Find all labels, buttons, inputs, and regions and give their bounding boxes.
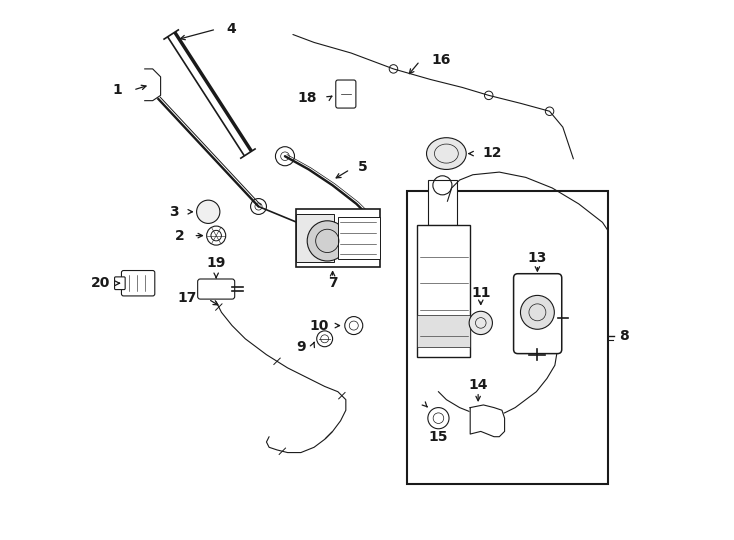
Text: 18: 18	[298, 91, 317, 105]
Bar	[417, 315, 470, 347]
Text: 13: 13	[528, 251, 547, 265]
Bar	[417, 225, 470, 357]
Text: 4: 4	[227, 22, 236, 36]
Text: 12: 12	[482, 145, 502, 159]
Bar	[338, 217, 380, 259]
Text: 19: 19	[206, 256, 226, 270]
Circle shape	[428, 408, 449, 429]
Circle shape	[197, 200, 220, 224]
Circle shape	[520, 295, 554, 329]
FancyBboxPatch shape	[514, 274, 562, 354]
Text: 15: 15	[429, 430, 448, 444]
Polygon shape	[145, 69, 161, 100]
Text: 1: 1	[113, 83, 123, 97]
Circle shape	[357, 222, 372, 238]
Text: 2: 2	[175, 228, 184, 242]
Circle shape	[321, 227, 338, 244]
Text: 10: 10	[310, 319, 329, 333]
Text: 20: 20	[90, 276, 110, 290]
Circle shape	[469, 311, 493, 335]
Circle shape	[308, 221, 347, 261]
FancyBboxPatch shape	[197, 279, 235, 299]
Text: 8: 8	[619, 329, 629, 343]
Text: 6: 6	[324, 224, 334, 237]
Text: 14: 14	[468, 378, 488, 392]
Circle shape	[275, 147, 294, 166]
FancyBboxPatch shape	[335, 80, 356, 108]
Text: 16: 16	[432, 53, 451, 67]
Bar	[428, 180, 457, 225]
FancyBboxPatch shape	[121, 271, 155, 296]
Text: 9: 9	[297, 340, 306, 354]
Text: 7: 7	[328, 276, 338, 290]
Text: 17: 17	[177, 291, 197, 305]
Ellipse shape	[426, 138, 466, 170]
Circle shape	[207, 226, 225, 245]
Text: 11: 11	[471, 286, 490, 300]
Text: 5: 5	[358, 160, 368, 174]
Text: 3: 3	[170, 205, 179, 219]
Bar	[407, 191, 608, 484]
Circle shape	[317, 331, 333, 347]
Bar	[296, 209, 380, 267]
Circle shape	[345, 316, 363, 335]
Polygon shape	[470, 405, 504, 437]
Circle shape	[250, 199, 266, 214]
Bar	[296, 214, 334, 262]
FancyBboxPatch shape	[115, 277, 126, 289]
